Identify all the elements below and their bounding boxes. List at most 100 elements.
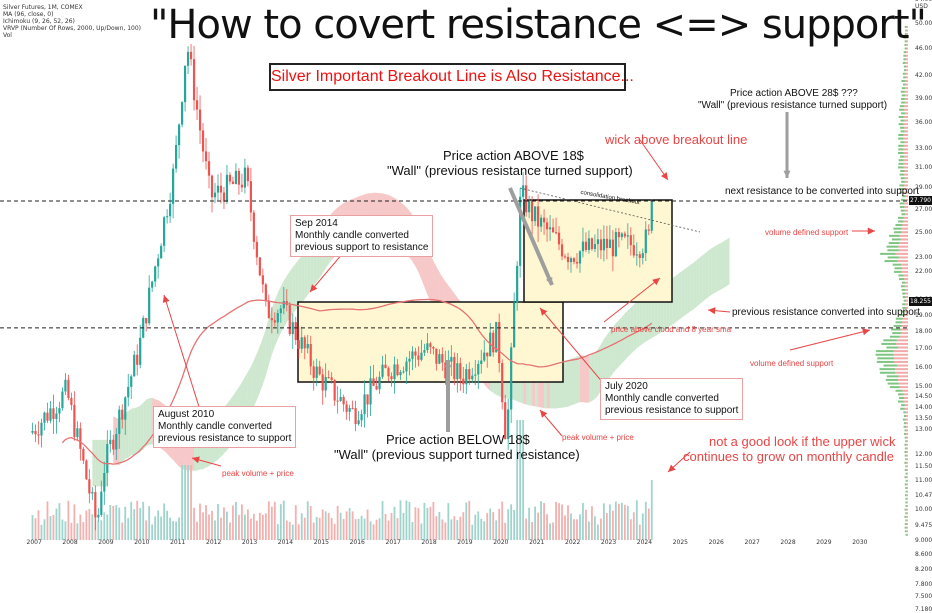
candle-body bbox=[501, 363, 504, 403]
vp-bar-down bbox=[906, 429, 908, 432]
vp-bar-up bbox=[902, 292, 906, 295]
volume-bar bbox=[40, 524, 43, 540]
volume-bar bbox=[241, 504, 243, 540]
y-tick-label: 27.000 bbox=[915, 205, 932, 213]
volume-bar bbox=[555, 501, 557, 540]
vp-bar-down bbox=[899, 386, 908, 389]
vp-bar-up bbox=[898, 162, 904, 165]
candle-body bbox=[569, 258, 573, 263]
vp-bar-down bbox=[902, 317, 908, 320]
volume-bar bbox=[611, 510, 614, 540]
volume-bar bbox=[333, 523, 336, 540]
y-tick-label: 7.500 bbox=[915, 592, 932, 600]
candle-body bbox=[106, 444, 109, 473]
cloud-segment bbox=[618, 316, 622, 367]
volume-bar bbox=[614, 501, 617, 540]
candle-body bbox=[590, 238, 594, 250]
vp-bar-up bbox=[894, 267, 902, 270]
candle-body bbox=[366, 394, 369, 405]
candle-body bbox=[273, 320, 276, 323]
candle-body bbox=[186, 51, 190, 66]
vp-bar-up bbox=[899, 126, 905, 129]
volume-bar bbox=[294, 505, 297, 540]
arrow-sep2014-head bbox=[310, 284, 318, 292]
candle-body bbox=[551, 227, 555, 233]
candle-body bbox=[43, 412, 46, 423]
candle-body bbox=[70, 397, 73, 405]
level-lines bbox=[0, 187, 909, 329]
cloud-segment bbox=[113, 416, 117, 465]
volume-bar bbox=[480, 518, 483, 540]
arrow-prev-res-head bbox=[708, 307, 716, 315]
vp-bar-down bbox=[906, 43, 908, 46]
vp-bar-down bbox=[898, 245, 908, 248]
candle-body bbox=[393, 364, 396, 380]
symbol-label: Silver Futures, 1M, COMEX bbox=[3, 4, 83, 11]
volume-bar bbox=[118, 507, 121, 540]
volume-bar bbox=[226, 511, 228, 540]
vp-bar-up bbox=[904, 40, 907, 43]
vp-bar-up bbox=[899, 108, 905, 111]
candle-body bbox=[566, 256, 570, 263]
vp-bar-up bbox=[905, 472, 907, 475]
volume-bar bbox=[411, 522, 414, 540]
note-not-good-line1: not a good look if the upper wick bbox=[709, 434, 896, 449]
vp-bar-down bbox=[904, 105, 908, 108]
cloud-segment bbox=[134, 407, 138, 455]
vp-bar-down bbox=[906, 47, 908, 50]
candle-body bbox=[348, 407, 351, 412]
vp-bar-up bbox=[900, 177, 905, 180]
vp-bar-down bbox=[905, 411, 908, 414]
volume-bar bbox=[279, 504, 282, 540]
volume-bar bbox=[121, 522, 124, 540]
volume-bar bbox=[531, 522, 534, 540]
volume-bar bbox=[187, 465, 189, 540]
x-tick-label: 2029 bbox=[816, 539, 832, 546]
volume-bar bbox=[336, 505, 339, 540]
vp-bar-down bbox=[906, 65, 908, 68]
vp-bar-down bbox=[904, 173, 908, 176]
vp-bar-up bbox=[905, 479, 907, 482]
volume-bar bbox=[193, 507, 195, 540]
vp-bar-down bbox=[903, 274, 908, 277]
volume-bar bbox=[617, 503, 620, 540]
cloud-segment bbox=[283, 275, 287, 328]
candle-body bbox=[438, 354, 441, 364]
cloud-segment bbox=[268, 308, 272, 365]
vp-bar-down bbox=[906, 497, 908, 500]
volume-bar bbox=[540, 501, 542, 540]
note-peak-volume-1: peak volume + price bbox=[222, 469, 294, 478]
vp-bar-up bbox=[904, 454, 907, 457]
vp-bar-down bbox=[904, 191, 908, 194]
vp-bar-up bbox=[904, 432, 907, 435]
vp-bar-up bbox=[886, 245, 899, 248]
volume-bar bbox=[97, 520, 100, 540]
y-tick-label: 18.000 bbox=[915, 328, 932, 336]
cloud-segment bbox=[427, 248, 431, 302]
volume-bar bbox=[52, 514, 55, 540]
x-tick-label: 2019 bbox=[457, 539, 473, 546]
vp-bar-down bbox=[900, 238, 908, 241]
vp-bar-up bbox=[884, 260, 898, 263]
volume-bar bbox=[429, 506, 432, 540]
volume-bar bbox=[112, 505, 115, 540]
cloud-segment bbox=[684, 267, 688, 316]
vp-bar-up bbox=[904, 436, 907, 439]
volume-bar bbox=[109, 504, 112, 540]
vp-bar-down bbox=[906, 526, 908, 529]
x-tick-label: 2007 bbox=[26, 539, 42, 546]
vp-bar-up bbox=[901, 94, 906, 97]
volume-bar bbox=[238, 514, 240, 540]
volume-bar bbox=[306, 501, 309, 540]
x-tick-label: 2014 bbox=[277, 539, 294, 546]
jul2020-line3: previous resistance to support bbox=[605, 405, 739, 416]
vp-bar-up bbox=[905, 458, 907, 461]
volume-bar bbox=[582, 502, 584, 540]
candle-body bbox=[148, 287, 151, 324]
candle-body bbox=[306, 343, 309, 349]
candle-body bbox=[465, 369, 468, 385]
vp-bar-down bbox=[906, 523, 908, 526]
volume-bar bbox=[387, 520, 390, 540]
vp-bar-up bbox=[899, 396, 904, 399]
candle-body bbox=[124, 397, 127, 420]
